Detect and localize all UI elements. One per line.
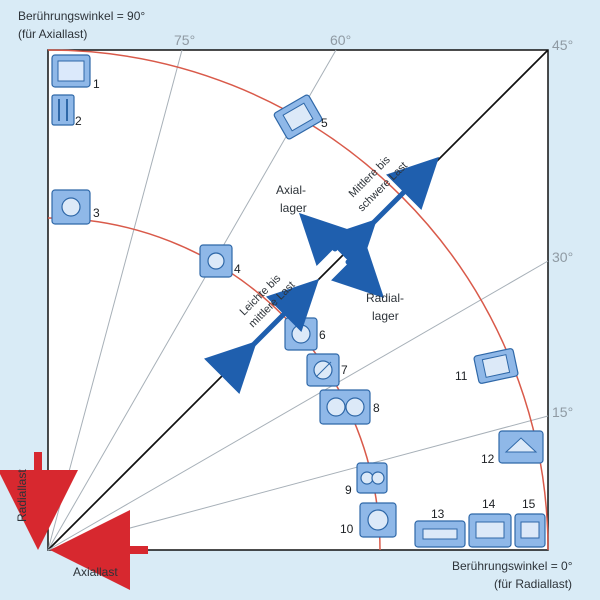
axial-bearing-label-line2: lager <box>280 201 307 215</box>
radial-contact-angle-subtitle: (für Radiallast) <box>494 577 572 591</box>
bearing-1-roller <box>57 60 85 82</box>
bearing-15: 15 <box>514 497 546 548</box>
bearing-9-ball-right <box>371 471 385 485</box>
bearing-5-roller <box>282 102 314 132</box>
bearing-2: 2 <box>51 94 82 128</box>
bearing-number-2: 2 <box>75 114 82 128</box>
medium-to-heavy-load-arrow <box>324 156 440 272</box>
bearing-10-ball <box>367 509 389 531</box>
radial-load-label: Radiallast <box>15 469 29 522</box>
bearing-9: 9 <box>345 462 388 497</box>
axial-contact-angle-subtitle: (für Axiallast) <box>18 27 87 41</box>
ray-75-degree <box>47 49 183 551</box>
bearing-3-ball <box>61 197 81 217</box>
angle-label-30: 30° <box>552 249 573 265</box>
bearing-12: 12 <box>481 430 544 466</box>
bearing-10: 10 <box>340 502 397 538</box>
bearing-5: 5 <box>273 94 328 140</box>
bearing-14: 14 <box>468 497 512 548</box>
bearing-14-roller <box>475 521 505 539</box>
bearing-8-ball-left <box>326 397 346 417</box>
ray-15-degree <box>47 415 549 551</box>
bearing-number-6: 6 <box>319 328 326 342</box>
bearing-number-5: 5 <box>321 116 328 130</box>
bearing-number-9: 9 <box>345 483 352 497</box>
bearing-3: 3 <box>51 189 100 225</box>
bearing-15-roller <box>520 521 540 539</box>
bearing-2-body <box>51 94 75 126</box>
bearing-number-12: 12 <box>481 452 495 466</box>
bearing-13: 13 <box>414 507 466 548</box>
angle-label-60: 60° <box>330 32 351 48</box>
radial-bearing-arrow <box>331 245 385 299</box>
angle-label-15: 15° <box>552 404 573 420</box>
bearing-12-spherical-rollers <box>504 437 538 453</box>
radial-contact-angle-label: Berührungswinkel = 0° <box>452 559 573 573</box>
bearing-number-10: 10 <box>340 522 354 536</box>
bearing-11: 11 <box>455 348 519 384</box>
bearing-11-roller <box>481 354 511 378</box>
bearing-number-8: 8 <box>373 401 380 415</box>
bearing-number-1: 1 <box>93 77 100 91</box>
bearing-number-4: 4 <box>234 262 241 276</box>
bearing-1: 1 <box>51 54 100 91</box>
angle-label-75: 75° <box>174 32 195 48</box>
bearing-8-ball-right <box>345 397 365 417</box>
axial-bearing-label-line1: Axial- <box>276 183 306 197</box>
bearing-9-ball-left <box>360 471 374 485</box>
bearing-6-ball <box>291 324 311 344</box>
ray-30-degree <box>47 260 549 551</box>
bearing-4-ball <box>207 252 225 270</box>
bearing-8: 8 <box>319 389 380 425</box>
bearing-number-7: 7 <box>341 363 348 377</box>
bearing-13-roller <box>422 528 458 540</box>
bearing-number-13: 13 <box>431 507 445 521</box>
radial-bearing-label-line1: Radial- <box>366 291 404 305</box>
radial-bearing-label-line2: lager <box>372 309 399 323</box>
axial-load-label: Axiallast <box>73 565 118 579</box>
bearing-4: 4 <box>199 244 241 278</box>
axial-bearing-arrow <box>298 212 352 266</box>
light-to-medium-load-arrow <box>204 278 320 394</box>
angle-label-45: 45° <box>552 37 573 53</box>
bearing-number-14: 14 <box>482 497 496 511</box>
bearing-number-3: 3 <box>93 206 100 220</box>
axial-contact-angle-label: Berührungswinkel = 90° <box>18 9 145 23</box>
bearing-number-11: 11 <box>455 369 468 383</box>
bearing-number-15: 15 <box>522 497 536 511</box>
